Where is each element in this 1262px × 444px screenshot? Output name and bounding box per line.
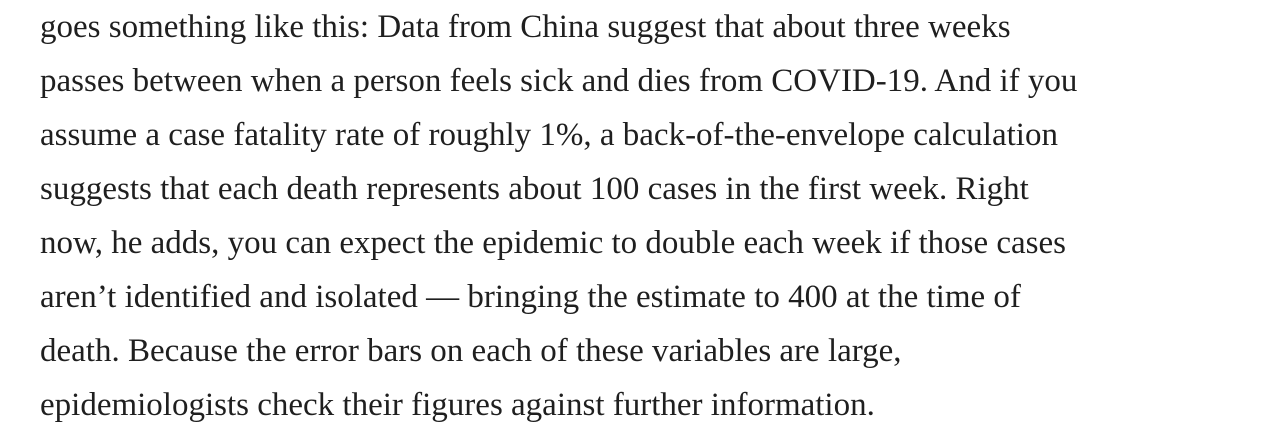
- paragraph-line-3: assume a case fatality rate of roughly 1…: [40, 117, 1058, 153]
- paragraph-line-4: suggests that each death represents abou…: [40, 171, 1029, 207]
- paragraph-line-7: death. Because the error bars on each of…: [40, 333, 902, 369]
- paragraph-line-8: epidemiologists check their figures agai…: [40, 387, 875, 423]
- paragraph-line-1: goes something like this: Data from Chin…: [40, 9, 1011, 45]
- article-paragraph: goes something like this: Data from Chin…: [40, 0, 1255, 432]
- paragraph-line-2: passes between when a person feels sick …: [40, 63, 1078, 99]
- paragraph-line-6: aren’t identified and isolated — bringin…: [40, 279, 1021, 315]
- paragraph-line-5: now, he adds, you can expect the epidemi…: [40, 225, 1066, 261]
